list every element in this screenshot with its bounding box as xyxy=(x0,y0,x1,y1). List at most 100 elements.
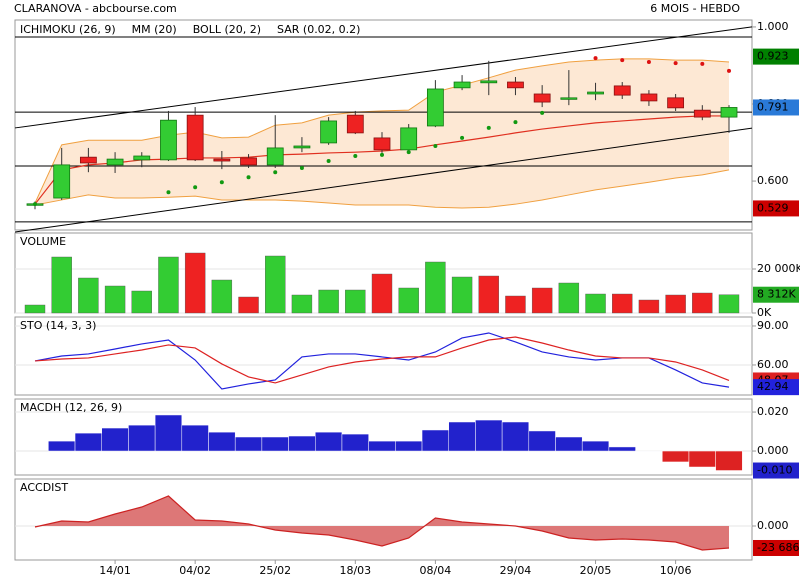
macd-bar xyxy=(608,446,636,452)
volume-bar xyxy=(78,277,99,314)
last-value-label: -0.010 xyxy=(757,464,792,477)
sar-dot xyxy=(166,190,171,195)
volume-bar xyxy=(211,279,233,314)
y-tick-label: 0.000 xyxy=(757,519,789,532)
candle-body xyxy=(587,91,604,95)
candle-body xyxy=(560,97,578,100)
last-value-label: 8 312K xyxy=(757,288,796,301)
sar-dot xyxy=(673,61,678,66)
x-tick-label: 25/02 xyxy=(259,564,291,577)
legend-entry: MM (20) xyxy=(132,23,177,36)
last-value-label: 42.94 xyxy=(757,380,789,393)
last-value-label: -23 686 xyxy=(757,541,799,554)
sar-dot xyxy=(33,202,37,207)
sar-dot xyxy=(273,170,278,175)
candle-body xyxy=(426,88,444,127)
macd-bar xyxy=(261,436,289,452)
candle-body xyxy=(533,93,551,103)
macd-bar xyxy=(421,429,449,452)
sar-dot xyxy=(380,152,384,157)
volume-bar xyxy=(425,261,446,314)
legend-entry: BOLL (20, 2) xyxy=(193,23,261,36)
last-value-box xyxy=(753,200,799,217)
macd-bar xyxy=(528,430,556,452)
y-tick-label: 0.020 xyxy=(757,405,789,418)
panel xyxy=(14,19,753,231)
panel xyxy=(14,478,753,561)
volume-bar xyxy=(478,275,499,314)
x-tick-label: 20/05 xyxy=(580,564,612,577)
macd-bar xyxy=(555,436,583,452)
volume-bar xyxy=(638,299,660,314)
macd-bar xyxy=(234,436,263,452)
candle-body xyxy=(186,114,204,161)
volume-bar xyxy=(718,294,740,314)
y-tick-label: 0K xyxy=(757,306,772,319)
volume-bar xyxy=(184,252,206,314)
macd-bar xyxy=(475,419,503,452)
candle-body xyxy=(346,114,364,134)
last-value-box xyxy=(753,48,799,65)
macd-bar xyxy=(501,421,530,452)
legend-entry: ICHIMOKU (26, 9) xyxy=(20,23,116,36)
macd-bar xyxy=(288,435,316,452)
last-value-box xyxy=(753,286,799,303)
last-value-box xyxy=(753,99,799,116)
candle-body xyxy=(79,156,97,164)
sar-dot xyxy=(406,150,411,155)
y-tick-label: 20 000K xyxy=(757,262,800,275)
candle-body xyxy=(240,157,257,166)
candle-body xyxy=(133,155,151,161)
sar-dot xyxy=(219,180,224,185)
volume-bar xyxy=(51,256,72,314)
area-line xyxy=(34,495,730,551)
macd-bar xyxy=(208,431,236,452)
candle-body xyxy=(693,109,711,118)
last-value-box xyxy=(753,539,799,556)
sar-dot xyxy=(353,154,358,159)
volume-bar xyxy=(531,287,553,314)
macd-bar xyxy=(154,414,183,452)
sar-dot xyxy=(246,175,251,180)
macd-bar xyxy=(181,424,209,452)
candle-body xyxy=(613,85,631,96)
macd-bar xyxy=(448,421,476,452)
y-tick-label: 60.00 xyxy=(757,358,789,371)
candle-body xyxy=(453,81,471,89)
sar-dot xyxy=(326,159,331,164)
last-value-label: 0.923 xyxy=(757,50,789,63)
sar-dot xyxy=(433,144,438,148)
sar-dot xyxy=(727,68,731,73)
oscillator-line xyxy=(34,336,730,384)
macd-bar xyxy=(101,427,129,452)
sar-dot xyxy=(540,110,545,115)
sar-dot xyxy=(193,185,198,190)
macd-bar xyxy=(688,450,716,468)
x-tick-label: 08/04 xyxy=(420,564,452,577)
macd-bar xyxy=(368,440,396,452)
x-tick-label: 04/02 xyxy=(179,564,211,577)
chart-title: CLARANOVA - abcbourse.com xyxy=(14,2,177,15)
sar-dot xyxy=(620,58,625,63)
macd-bar xyxy=(395,440,423,452)
volume-bar xyxy=(451,276,473,314)
chart-subtitle: 6 MOIS - HEBDO xyxy=(650,2,740,15)
volume-bar xyxy=(558,282,580,314)
volume-bar xyxy=(265,255,286,314)
candle-body xyxy=(720,107,738,118)
macd-bar xyxy=(341,433,369,452)
volume-bar xyxy=(158,256,179,314)
band-upper xyxy=(34,58,730,204)
x-tick-label: 14/01 xyxy=(99,564,131,577)
macd-bar xyxy=(315,431,343,452)
candle-body xyxy=(160,119,177,161)
macd-bar xyxy=(635,450,663,452)
volume-bar xyxy=(692,292,713,314)
candle-body xyxy=(106,158,124,166)
macd-bar xyxy=(715,450,743,471)
volume-bar xyxy=(612,293,633,314)
volume-bar xyxy=(131,290,152,314)
last-value-label: 0.529 xyxy=(757,201,789,214)
volume-bar xyxy=(585,293,606,314)
